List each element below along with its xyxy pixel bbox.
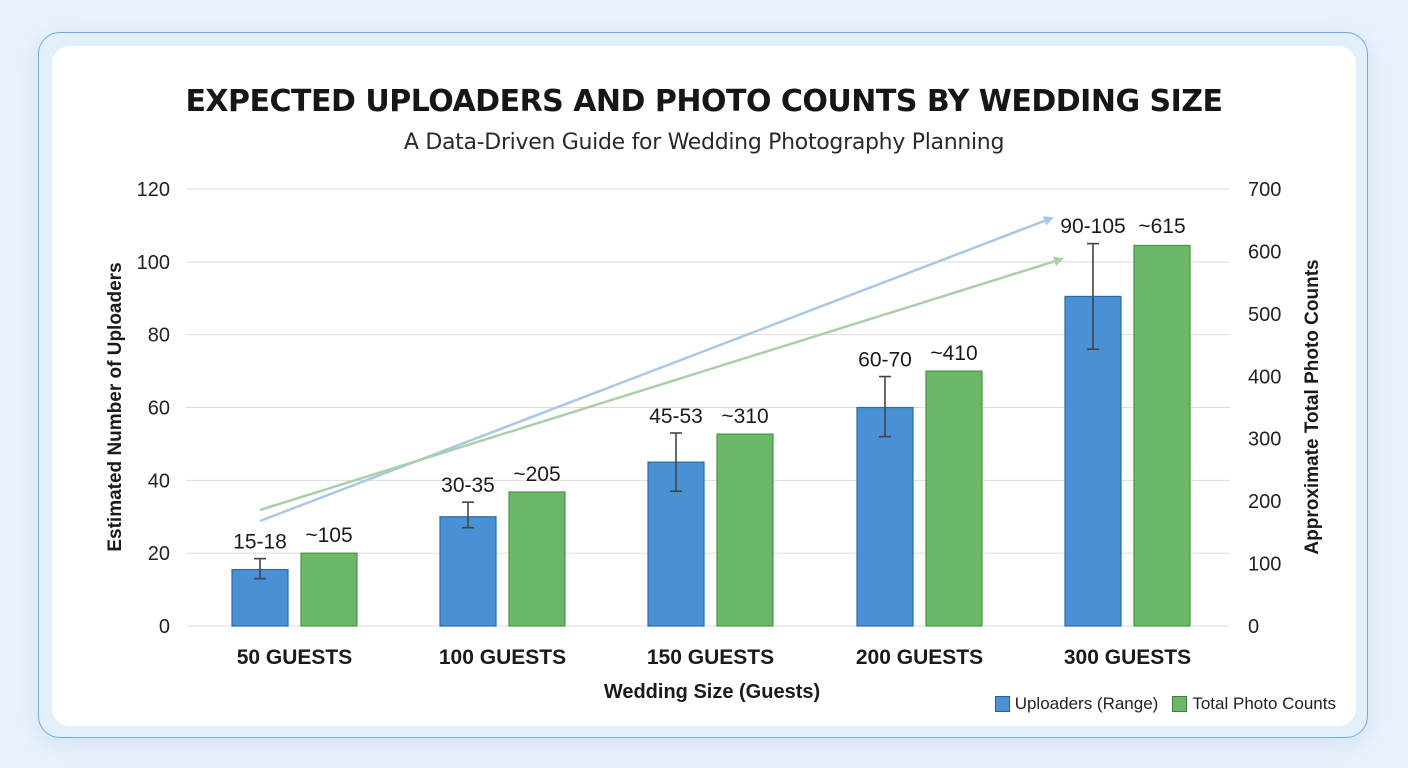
bar-group: 60-70 ~410: [856, 342, 983, 627]
bar-photos: [716, 433, 774, 627]
x-axis-label: Wedding Size (Guests): [604, 681, 820, 703]
y2-tick-label: 400: [1248, 366, 1281, 388]
left-axis-ticks: 0 20 40 60 80 100 120: [137, 179, 170, 638]
bar-photos: [508, 491, 566, 627]
chart-subtitle: A Data-Driven Guide for Wedding Photogra…: [403, 130, 1005, 155]
y-tick-label: 0: [159, 616, 170, 638]
x-category-label: 300 GUESTS: [1064, 646, 1191, 669]
y2-tick-label: 200: [1248, 491, 1281, 513]
legend: Uploaders (Range) Total Photo Counts: [994, 694, 1336, 714]
y-tick-label: 60: [148, 398, 170, 420]
chart-title: EXPECTED UPLOADERS AND PHOTO COUNTS BY W…: [185, 84, 1223, 119]
y2-tick-label: 300: [1248, 429, 1281, 451]
x-axis-categories: 50 GUESTS 100 GUESTS 150 GUESTS 200 GUESTS 3…: [237, 646, 1191, 669]
y-tick-label: 100: [137, 252, 170, 274]
y2-tick-label: 0: [1248, 616, 1259, 638]
bar-photos: [925, 370, 983, 627]
y-tick-label: 20: [148, 543, 170, 565]
y2-tick-label: 600: [1248, 241, 1281, 263]
legend-label-uploaders: Uploaders (Range): [1014, 694, 1159, 713]
right-axis-ticks: 0 100 200 300 400 500 600 700: [1248, 179, 1281, 638]
y2-tick-label: 100: [1248, 554, 1281, 576]
uploader-value-label: 90-105: [1060, 215, 1125, 238]
photo-value-label: ~105: [305, 524, 352, 547]
uploader-value-label: 60-70: [858, 349, 912, 372]
bar-group: 15-18 ~105: [231, 524, 358, 627]
photo-value-label: ~205: [513, 463, 560, 486]
y-axis-label: Estimated Number of Uploaders: [105, 262, 126, 551]
y-tick-label: 120: [137, 179, 170, 201]
y2-tick-label: 500: [1248, 304, 1281, 326]
x-category-label: 150 GUESTS: [647, 646, 774, 669]
legend-label-photos: Total Photo Counts: [1192, 694, 1336, 713]
bar-group: 30-35 ~205: [439, 463, 566, 627]
uploader-value-label: 30-35: [441, 474, 495, 497]
photo-value-label: ~615: [1138, 215, 1185, 238]
uploader-value-label: 15-18: [233, 531, 287, 554]
bar-uploaders: [439, 516, 497, 627]
uploader-value-label: 45-53: [649, 405, 703, 428]
legend-item-uploaders[interactable]: Uploaders (Range): [994, 694, 1159, 714]
right-axis-label: Approximate Total Photo Counts: [1302, 259, 1323, 554]
x-category-label: 100 GUESTS: [439, 646, 566, 669]
y2-tick-label: 700: [1248, 179, 1281, 201]
trend-arrow-blue: [259, 216, 1054, 523]
y-tick-label: 40: [148, 470, 170, 492]
x-category-label: 50 GUESTS: [237, 646, 353, 669]
x-category-label: 200 GUESTS: [856, 646, 983, 669]
gridlines: [186, 188, 1230, 627]
photo-value-label: ~310: [721, 405, 768, 428]
trend-arrows: [259, 216, 1064, 523]
trend-arrow-green: [259, 256, 1064, 512]
bars: 15-18 ~105 30-35 ~205 45-53 ~310 60-70 ~410 90-1…: [231, 215, 1191, 627]
legend-swatch-photos: [1172, 696, 1188, 712]
photo-value-label: ~410: [930, 342, 977, 365]
bar-group: 90-105 ~615: [1060, 215, 1191, 627]
bar-photos: [300, 552, 358, 627]
bar-photos: [1133, 244, 1191, 627]
bar-uploaders: [856, 406, 914, 627]
legend-item-photos[interactable]: Total Photo Counts: [1172, 694, 1336, 714]
legend-swatch-uploaders: [994, 696, 1010, 712]
bar-group: 45-53 ~310: [647, 405, 774, 627]
y-tick-label: 80: [148, 325, 170, 347]
